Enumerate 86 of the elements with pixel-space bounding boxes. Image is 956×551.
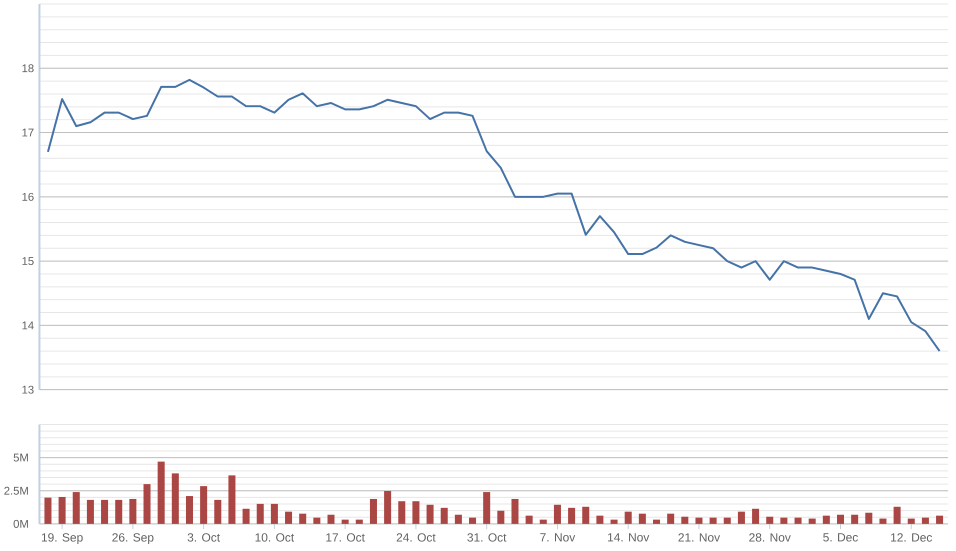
x-tick-label: 24. Oct [396,533,436,542]
bar [144,484,151,524]
bar [908,518,915,524]
bar [398,501,406,524]
bar [158,462,165,524]
bar [710,518,717,524]
x-tick-label: 19. Sep [42,533,83,544]
y-tick-label: 5M [14,454,28,462]
bar [894,506,901,524]
bar [412,501,420,524]
bar [511,499,518,524]
x-tick-label: 10. Oct [256,533,294,542]
bar [526,516,533,524]
bar [440,508,448,524]
bar [681,516,688,524]
bar [129,499,136,524]
bar [865,512,872,524]
bar [86,500,94,524]
bar [469,518,476,524]
bar [214,500,222,524]
bar [270,504,278,524]
bar [426,504,434,524]
bar [299,514,306,524]
bar [44,498,52,524]
bar [327,514,335,524]
bar [638,514,646,524]
x-tick-label: 14. Nov [608,533,650,542]
bar [766,516,774,524]
bar [780,518,788,524]
y-tick-label: 16 [22,192,34,201]
bar [794,518,802,524]
bar [653,520,660,524]
y-tick-label: 18 [22,64,34,72]
bar [172,474,179,524]
y-tick-label: 14 [22,322,34,330]
bar [822,516,830,524]
bar [72,492,80,524]
bar [242,508,250,524]
bar [808,518,816,524]
bar [483,492,490,524]
bar [285,512,292,524]
x-tick-label: 28. Nov [749,533,791,542]
bar [610,520,618,524]
bar [596,516,604,524]
bar [879,518,886,524]
bar [667,514,674,524]
bar [695,518,702,524]
y-tick-label: 17 [22,128,34,137]
x-tick-label: 3. Oct [188,533,220,542]
y-tick-label: 0M [14,520,28,528]
bar [228,476,236,524]
bar [186,496,193,524]
bar [540,520,547,524]
bar [58,497,66,524]
bar [454,514,462,524]
bar [582,506,590,524]
x-tick-label: 21. Nov [678,533,720,542]
bar [313,518,320,524]
y-tick-label: 2.5M [4,486,28,495]
bar [256,504,264,524]
x-tick-label: 17. Oct [326,533,365,542]
bar [851,514,858,524]
bar [922,518,929,524]
bar [370,499,377,524]
y-tick-label: 15 [22,257,34,266]
bar [342,520,349,524]
bar [554,504,561,524]
bar [836,514,844,524]
bar [936,516,944,524]
x-tick-label: 7. Nov [540,533,576,542]
x-tick-label: 5. Dec [823,533,858,542]
y-tick-label: 13 [22,386,34,394]
bar [356,520,363,524]
bar [568,508,576,524]
bar [624,512,632,524]
bar [384,491,392,524]
x-tick-label: 31. Oct [467,533,506,542]
bar [752,508,760,524]
x-tick-label: 26. Sep [112,533,154,544]
bar [497,510,504,524]
bar [115,500,122,524]
bar [724,518,731,524]
bar [738,512,745,524]
bar [200,486,208,524]
bar [101,500,108,524]
x-tick-label: 12. Dec [891,533,932,542]
